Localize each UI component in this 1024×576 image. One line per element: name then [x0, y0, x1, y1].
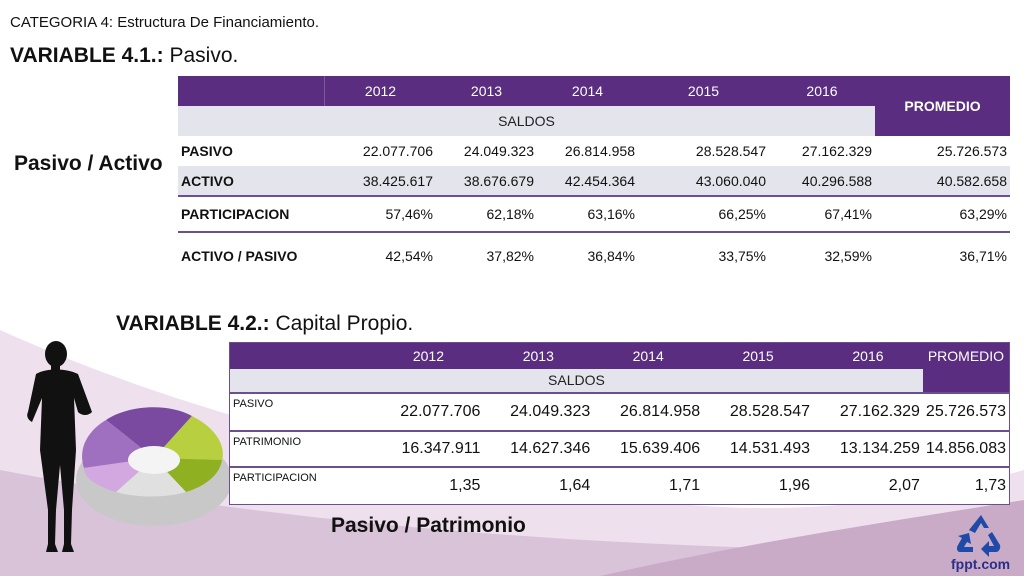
cell: 24.049.323 [463, 143, 534, 159]
row-label: PARTICIPACION [178, 195, 325, 232]
table2-year: 2013 [483, 342, 594, 369]
cell: 1,35 [373, 465, 484, 505]
cell: 24.049.323 [483, 391, 594, 431]
table-row: ACTIVO / PASIVO 42,54% 37,82% 36,84% 33,… [178, 231, 1010, 266]
cell: 66,25% [638, 195, 769, 232]
cell: 38.676.679 [463, 172, 534, 189]
cell: 26.814.958 [564, 143, 635, 159]
cell: 1,96 [703, 465, 813, 505]
variable-2-label: VARIABLE 4.2.: [116, 312, 270, 335]
table1-promedio-header: PROMEDIO [875, 76, 1010, 136]
cell: 25.726.573 [936, 143, 1007, 159]
table-row: PARTICIPACION 1,35 1,64 1,71 1,96 2,07 1… [229, 465, 1010, 505]
table2-saldos-header: SALDOS [229, 368, 923, 393]
cell: 36,71% [875, 231, 1010, 266]
table2-year: 2016 [812, 342, 923, 369]
cell: 22.077.706 [373, 391, 484, 431]
table-row: PARTICIPACION 57,46% 62,18% 63,16% 66,25… [178, 195, 1010, 232]
cell: 14.856.083 [922, 429, 1010, 467]
cell: 2,07 [812, 465, 923, 505]
cell: 1,73 [922, 465, 1010, 505]
table1-year: 2016 [769, 76, 875, 106]
variable-2-heading: VARIABLE 4.2.: Capital Propio. [116, 312, 413, 336]
cell: 33,75% [638, 231, 769, 266]
cell: 40.296.588 [801, 172, 872, 189]
variable-1-heading: VARIABLE 4.1.: Pasivo. [10, 44, 238, 68]
cell: 1,64 [483, 465, 594, 505]
table1-corner [178, 76, 325, 106]
cell: 22.077.706 [362, 143, 433, 159]
businesswoman-silhouette [27, 341, 92, 552]
cell: 37,82% [436, 231, 537, 266]
cell: 42.454.364 [564, 172, 635, 189]
table1-year: 2012 [324, 76, 436, 106]
cell: 67,41% [769, 195, 875, 232]
table-capital-propio: 2012 2013 2014 2015 2016 PROMEDIO SALDOS… [229, 342, 1010, 505]
table-row: ACTIVO 38.425.617 38.676.679 42.454.364 … [178, 166, 1010, 196]
cell: 14.627.346 [483, 429, 594, 467]
row-label: PATRIMONIO [229, 429, 374, 467]
side-label-pasivo-activo: Pasivo / Activo [14, 152, 163, 175]
cell: 57,46% [324, 195, 436, 232]
cell: 26.814.958 [593, 391, 704, 431]
row-label: ACTIVO [181, 172, 234, 189]
cell: 27.162.329 [801, 143, 872, 159]
cell: 28.528.547 [695, 143, 766, 159]
cell: 28.528.547 [703, 391, 813, 431]
table2-corner [229, 342, 374, 369]
table2-year: 2012 [373, 342, 484, 369]
cell: 43.060.040 [695, 172, 766, 189]
row-label: PASIVO [229, 391, 374, 431]
cell: 38.425.617 [362, 172, 433, 189]
cell: 42,54% [324, 231, 436, 266]
table-pasivo: 2012 2013 2014 2015 2016 PROMEDIO SALDOS… [178, 76, 1010, 266]
cell: 13.134.259 [812, 429, 923, 467]
table-row: PATRIMONIO 16.347.911 14.627.346 15.639.… [229, 429, 1010, 467]
row-label: PASIVO [181, 143, 233, 159]
cell: 63,16% [537, 195, 638, 232]
table1-year: 2014 [537, 76, 638, 106]
table1-year: 2013 [436, 76, 537, 106]
table2-year: 2015 [703, 342, 813, 369]
table1-saldos-header: SALDOS [178, 106, 875, 136]
cell: 36,84% [537, 231, 638, 266]
cell: 16.347.911 [373, 429, 484, 467]
cell: 27.162.329 [812, 391, 923, 431]
row-label: ACTIVO / PASIVO [178, 231, 325, 266]
category-title: CATEGORIA 4: Estructura De Financiamient… [10, 14, 320, 31]
side-label-pasivo-patrimonio: Pasivo / Patrimonio [331, 514, 526, 537]
table2-year: 2014 [593, 342, 704, 369]
recycle-icon [956, 515, 1001, 557]
table1-year: 2015 [638, 76, 769, 106]
cell: 1,71 [593, 465, 704, 505]
cell: 63,29% [875, 195, 1010, 232]
table2-promedio-header: PROMEDIO [922, 342, 1010, 369]
cell: 25.726.573 [922, 391, 1010, 431]
cell: 32,59% [769, 231, 875, 266]
cell: 15.639.406 [593, 429, 704, 467]
variable-1-label: VARIABLE 4.1.: [10, 44, 164, 67]
variable-2-name: Capital Propio. [269, 312, 414, 335]
table-row: PASIVO 22.077.706 24.049.323 26.814.958 … [178, 136, 1010, 166]
variable-1-name: Pasivo. [163, 44, 239, 67]
table-row: PASIVO 22.077.706 24.049.323 26.814.958 … [229, 391, 1010, 431]
row-label: PARTICIPACION [229, 465, 374, 505]
donut-chart-graphic [76, 407, 232, 526]
cell: 40.582.658 [936, 172, 1007, 189]
table2-promedio-filler [922, 368, 1010, 393]
cell: 14.531.493 [703, 429, 813, 467]
cell: 62,18% [436, 195, 537, 232]
brand-label: fppt.com [951, 556, 1011, 572]
